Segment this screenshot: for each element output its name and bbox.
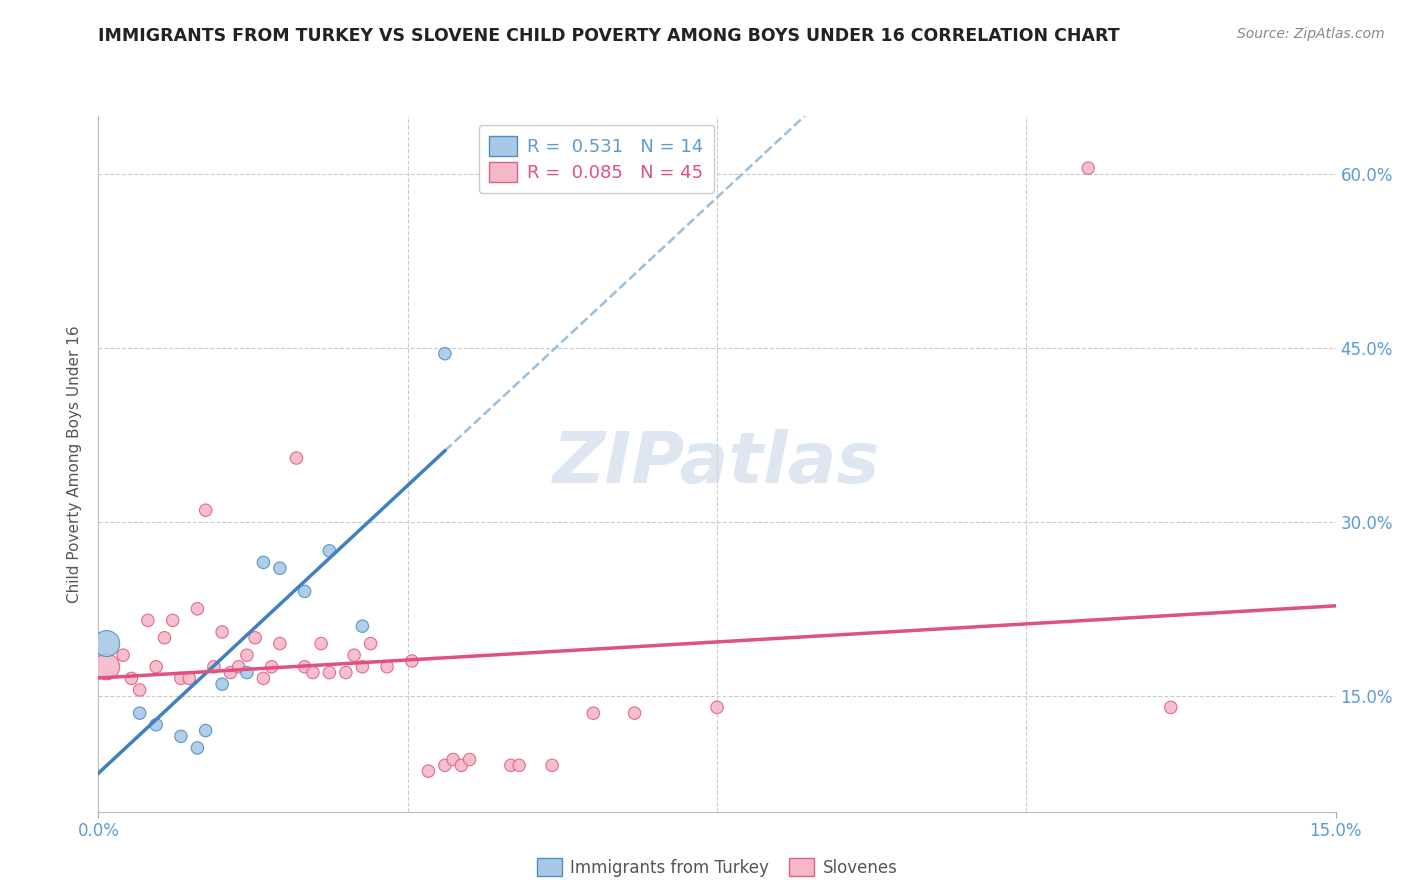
- Point: [96, 637, 118, 651]
- Point: [228, 660, 250, 674]
- Point: [112, 648, 135, 662]
- Point: [360, 637, 382, 651]
- Point: [269, 561, 291, 575]
- Point: [252, 671, 274, 685]
- Text: Source: ZipAtlas.com: Source: ZipAtlas.com: [1237, 27, 1385, 41]
- Point: [352, 619, 374, 633]
- Point: [252, 555, 274, 569]
- Point: [302, 665, 325, 680]
- Point: [136, 614, 159, 628]
- Point: [243, 631, 266, 645]
- Point: [179, 671, 201, 685]
- Point: [706, 700, 728, 714]
- Point: [186, 740, 208, 755]
- Point: [375, 660, 398, 674]
- Point: [433, 346, 456, 360]
- Point: [194, 723, 217, 738]
- Point: [194, 503, 217, 517]
- Point: [441, 752, 464, 766]
- Point: [294, 660, 316, 674]
- Point: [211, 677, 233, 691]
- Point: [202, 660, 225, 674]
- Point: [458, 752, 481, 766]
- Point: [1077, 161, 1099, 175]
- Point: [499, 758, 522, 772]
- Point: [260, 660, 283, 674]
- Point: [318, 543, 340, 558]
- Point: [170, 730, 193, 744]
- Point: [96, 660, 118, 674]
- Point: [128, 683, 150, 698]
- Point: [541, 758, 564, 772]
- Text: ZIPatlas: ZIPatlas: [554, 429, 880, 499]
- Point: [343, 648, 366, 662]
- Point: [269, 637, 291, 651]
- Point: [401, 654, 423, 668]
- Point: [433, 758, 456, 772]
- Point: [170, 671, 193, 685]
- Point: [236, 665, 259, 680]
- Point: [582, 706, 605, 721]
- Point: [211, 624, 233, 639]
- Point: [153, 631, 176, 645]
- Point: [508, 758, 530, 772]
- Point: [352, 660, 374, 674]
- Point: [120, 671, 142, 685]
- Point: [145, 717, 167, 731]
- Point: [335, 665, 357, 680]
- Point: [309, 637, 332, 651]
- Point: [285, 450, 308, 466]
- Y-axis label: Child Poverty Among Boys Under 16: Child Poverty Among Boys Under 16: [67, 325, 83, 603]
- Point: [186, 601, 208, 615]
- Legend: Immigrants from Turkey, Slovenes: Immigrants from Turkey, Slovenes: [530, 851, 904, 883]
- Point: [128, 706, 150, 721]
- Text: IMMIGRANTS FROM TURKEY VS SLOVENE CHILD POVERTY AMONG BOYS UNDER 16 CORRELATION : IMMIGRANTS FROM TURKEY VS SLOVENE CHILD …: [98, 27, 1121, 45]
- Point: [450, 758, 472, 772]
- Point: [1160, 700, 1182, 714]
- Point: [145, 660, 167, 674]
- Point: [318, 665, 340, 680]
- Point: [623, 706, 645, 721]
- Point: [418, 764, 440, 778]
- Point: [294, 584, 316, 599]
- Point: [236, 648, 259, 662]
- Point: [219, 665, 242, 680]
- Point: [162, 614, 184, 628]
